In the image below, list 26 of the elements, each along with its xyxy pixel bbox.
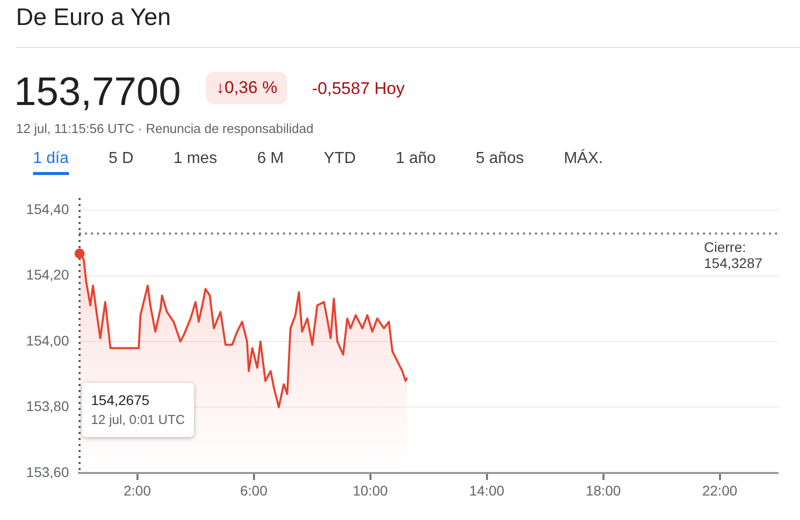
text: ↓0,36 % xyxy=(206,72,288,104)
x-tick-label: 6:00 xyxy=(240,482,268,498)
text: YTD xyxy=(324,150,356,169)
annotation: 154,2675 12 jul, 0:01 UTC xyxy=(82,383,194,437)
text: MÁX. xyxy=(564,150,603,169)
y-tick-label: 154,20 xyxy=(26,266,70,283)
text: 1 día xyxy=(33,150,69,175)
chart-subtitle: 12 jul, 11:15:56 UTC · Renuncia de responsabilidad xyxy=(16,121,314,136)
y-tick-label: 153,80 xyxy=(26,398,70,414)
x-tick-label: 14:00 xyxy=(469,482,504,498)
text: -0,5587 Hoy xyxy=(312,79,405,99)
chart-title: De Euro a Yen xyxy=(16,4,171,32)
ref-line-label: Cierre: 154,3287 xyxy=(704,239,764,272)
text: 1 año xyxy=(396,150,436,169)
y-tick-label: 154,00 xyxy=(26,332,70,348)
y-tick-label: 154,40 xyxy=(26,200,70,217)
x-tick-label: 18:00 xyxy=(586,482,621,498)
y-tick-label: 153,60 xyxy=(26,464,70,480)
text: 1 mes xyxy=(174,150,218,169)
x-tick-label: 10:00 xyxy=(352,482,388,498)
text: 5 años xyxy=(476,150,524,169)
x-tick-label: 22:00 xyxy=(702,482,738,498)
x-tick-label: 2:00 xyxy=(124,482,152,498)
text: 5 D xyxy=(108,150,134,169)
text: 153,7700 xyxy=(14,70,181,115)
text: 6 M xyxy=(257,150,284,169)
